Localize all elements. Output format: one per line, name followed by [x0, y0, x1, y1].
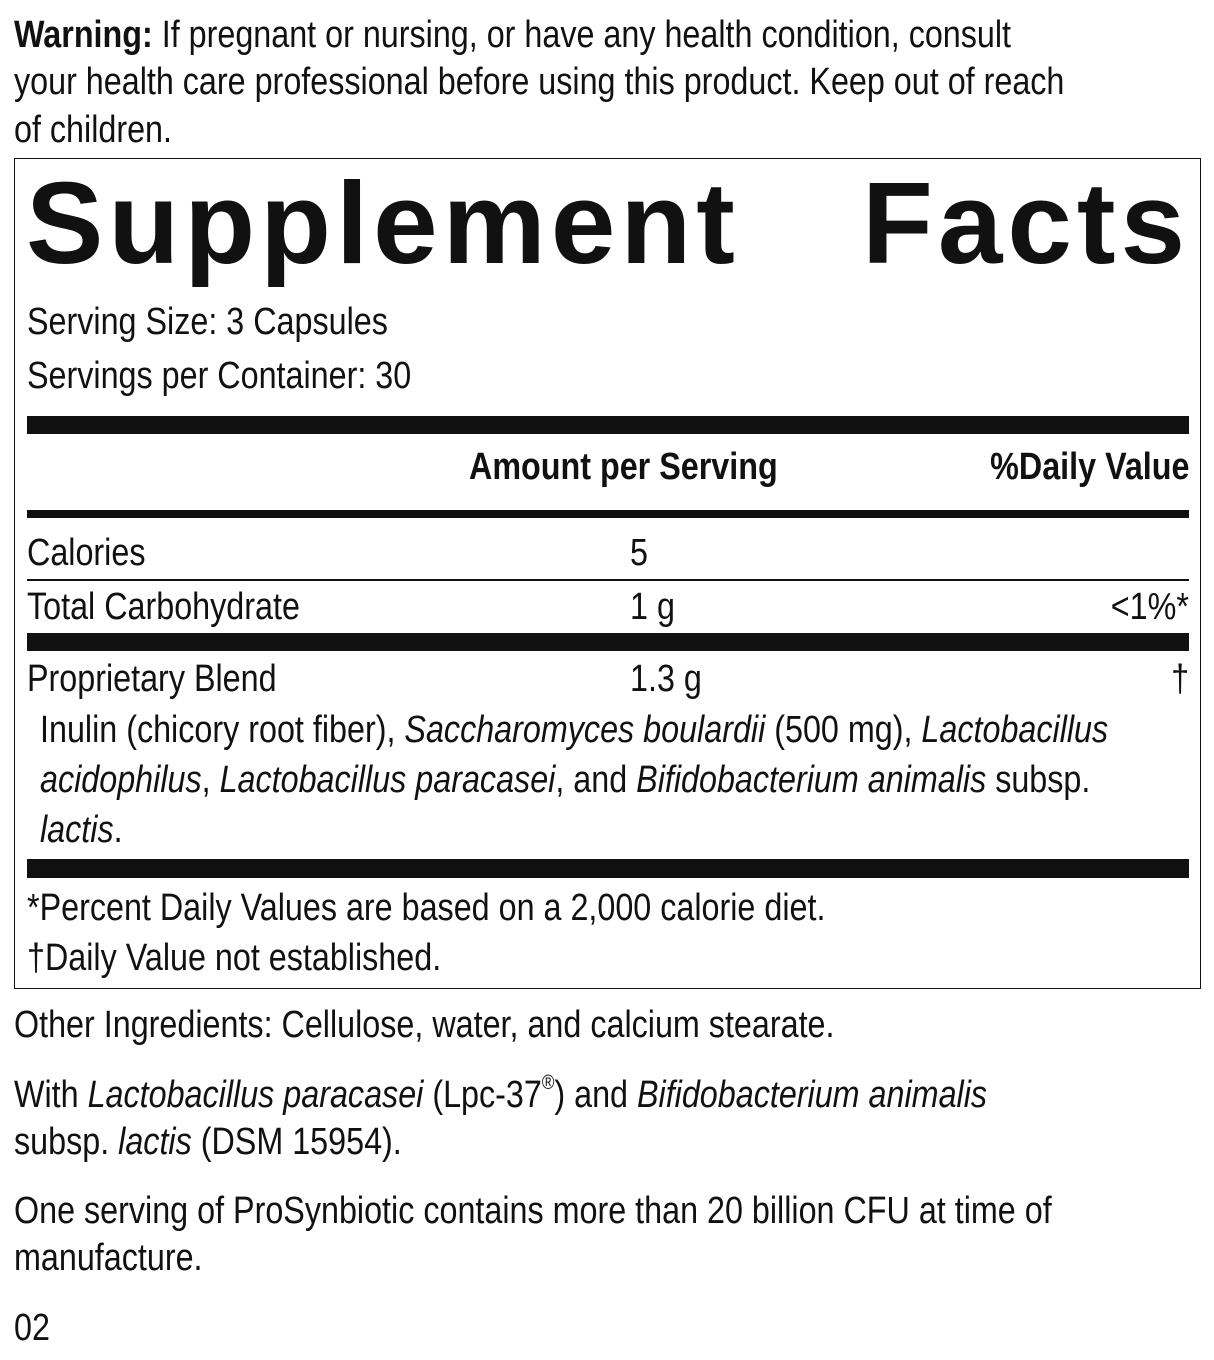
- italic-text: Lactobacillus paracasei: [87, 1074, 424, 1116]
- header-daily-value: %Daily Value: [989, 446, 1189, 488]
- text-segment: Inulin (chicory root fiber),: [40, 709, 405, 751]
- blend-ingredients-line: lactis.: [40, 810, 123, 850]
- italic-text: acidophilus: [40, 759, 202, 801]
- text-segment: , and: [555, 759, 637, 801]
- row-amount: 1 g: [630, 586, 675, 628]
- footnote-daily-values: *Percent Daily Values are based on a 2,0…: [27, 887, 826, 929]
- text-segment: subsp.: [986, 759, 1091, 801]
- page-code: 02: [14, 1307, 50, 1349]
- text-segment: ,: [201, 759, 220, 801]
- blend-ingredients-line: Inulin (chicory root fiber), Saccharomyc…: [40, 710, 1108, 750]
- title-word-2: Facts: [861, 158, 1190, 288]
- supplement-facts-panel: [14, 158, 1201, 989]
- blend-ingredients-line: acidophilus, Lactobacillus paracasei, an…: [40, 760, 1090, 800]
- row-amount: 5: [630, 532, 648, 574]
- divider-thick: [27, 416, 1189, 434]
- italic-text: lactis: [40, 809, 114, 851]
- row-amount: 1.3 g: [630, 658, 702, 700]
- warning-text: If pregnant or nursing, or have any heal…: [152, 14, 1012, 56]
- text-segment: With: [14, 1074, 88, 1116]
- italic-text: Bifidobacterium animalis: [636, 759, 987, 801]
- text-segment: (500 mg),: [765, 709, 922, 751]
- registered-mark: ®: [541, 1072, 555, 1094]
- divider-medium: [27, 510, 1189, 518]
- header-amount: Amount per Serving: [469, 446, 778, 488]
- warning-line-2: your health care professional before usi…: [14, 61, 1065, 103]
- row-name: Total Carbohydrate: [27, 586, 300, 628]
- italic-text: Saccharomyces boulardii: [404, 709, 766, 751]
- other-ingredients: Other Ingredients: Cellulose, water, and…: [14, 1004, 835, 1046]
- row-daily-value: †: [1171, 658, 1189, 700]
- cfu-statement-line: manufacture.: [14, 1237, 203, 1279]
- italic-text: Bifidobacterium animalis: [636, 1074, 988, 1116]
- italic-text: lactis: [118, 1121, 192, 1163]
- warning-label: Warning:: [14, 14, 153, 56]
- text-segment: (Lpc-37: [423, 1074, 542, 1116]
- warning-line-3: of children.: [14, 109, 173, 151]
- row-name: Proprietary Blend: [27, 658, 277, 700]
- divider-thick: [27, 633, 1189, 651]
- text-segment: ) and: [554, 1074, 637, 1116]
- serving-size: Serving Size: 3 Capsules: [27, 301, 388, 343]
- row-daily-value: <1%*: [1110, 586, 1189, 628]
- divider-thick: [27, 859, 1189, 878]
- title-word-1: Supplement: [26, 158, 740, 288]
- italic-text: Lactobacillus: [921, 709, 1109, 751]
- text-segment: subsp.: [14, 1121, 119, 1163]
- footnote-not-established: †Daily Value not established.: [27, 937, 442, 979]
- panel-title: Supplement Facts: [26, 165, 1190, 281]
- divider-thin: [27, 579, 1189, 581]
- cfu-statement-line: One serving of ProSynbiotic contains mor…: [14, 1190, 1052, 1232]
- italic-text: Lactobacillus paracasei: [219, 759, 556, 801]
- text-segment: (DSM 15954).: [191, 1121, 402, 1163]
- warning-line-1: Warning: If pregnant or nursing, or have…: [14, 15, 1011, 55]
- text-segment: .: [113, 809, 123, 851]
- strains-line: With Lactobacillus paracasei (Lpc-37®) a…: [14, 1072, 988, 1116]
- strains-line: subsp. lactis (DSM 15954).: [14, 1122, 402, 1162]
- servings-per-container: Servings per Container: 30: [27, 355, 412, 397]
- row-name: Calories: [27, 532, 146, 574]
